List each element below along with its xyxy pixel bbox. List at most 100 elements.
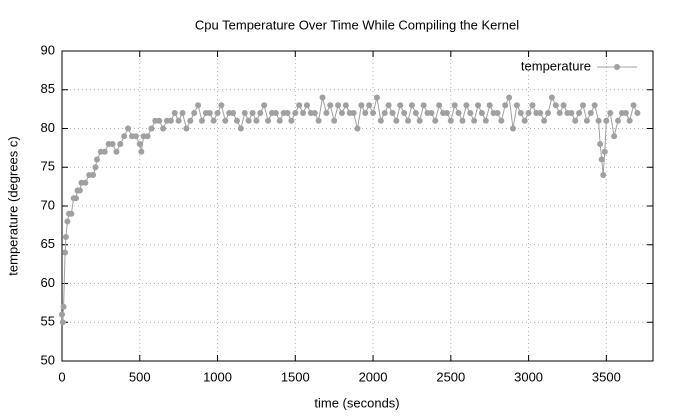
y-tick-label: 55 [41,314,55,329]
data-point [443,110,450,116]
data-point [276,117,283,124]
data-point [576,110,583,116]
data-point [362,110,369,116]
data-point [265,117,272,124]
data-point [319,94,326,101]
data-point [179,110,186,116]
chart-title: Cpu Temperature Over Time While Compilin… [195,17,519,32]
data-point [401,110,408,116]
data-point [354,125,361,132]
x-tick-label: 2500 [436,369,465,384]
data-point [331,117,338,124]
data-point [478,110,485,116]
data-point [529,102,536,109]
data-point [626,117,633,124]
data-point [300,110,307,116]
data-point [397,102,404,109]
data-point [370,110,377,116]
data-point [68,210,75,217]
data-point [600,172,607,178]
data-point [580,102,587,109]
y-tick-label: 75 [41,159,55,174]
x-tick-label: 2000 [359,369,388,384]
data-point [510,125,517,132]
data-point [615,117,622,124]
data-point [272,110,279,116]
data-point [525,110,532,116]
data-point [611,133,618,140]
data-point [552,102,559,109]
data-point [113,148,120,155]
data-point [191,110,198,116]
data-point [323,110,330,116]
data-point [634,110,641,116]
data-point [428,110,435,116]
data-point [206,110,213,116]
data-point [598,156,605,163]
data-point [335,102,342,109]
y-tick-label: 80 [41,120,55,135]
data-point [93,156,100,163]
data-point [595,117,602,124]
data-point [121,133,128,140]
data-point [101,148,108,155]
data-point [601,148,608,155]
y-tick-label: 85 [41,81,55,96]
data-point [303,102,310,109]
data-point [366,102,373,109]
data-point [261,102,268,109]
data-point [62,249,69,256]
data-point [622,110,629,116]
data-point [249,110,256,116]
data-point [72,195,79,202]
data-point [405,117,412,124]
data-point [350,110,357,116]
data-point [517,110,524,116]
data-point [76,187,83,194]
data-point [187,117,194,124]
data-point [630,102,637,109]
data-point [214,110,221,116]
data-point [233,117,240,124]
data-point [447,117,454,124]
data-point [482,117,489,124]
data-point [136,141,143,147]
data-point [62,234,69,240]
data-point [338,110,345,116]
legend-marker [614,64,620,70]
y-tick-label: 60 [41,275,55,290]
data-point [408,102,415,109]
data-point [198,117,205,124]
data-point [556,110,563,116]
y-tick-label: 70 [41,197,55,212]
data-point [513,102,520,109]
data-point [412,110,419,116]
data-point [284,110,291,116]
data-point [463,102,470,109]
data-point [607,110,614,116]
data-point [253,117,260,124]
x-tick-label: 0 [58,369,65,384]
data-point [315,117,322,124]
data-point [451,102,458,109]
data-point [393,117,400,124]
data-point [541,117,548,124]
data-point [537,110,544,116]
data-point [377,117,384,124]
data-point [64,218,71,225]
data-point [241,110,248,116]
data-point [160,125,167,132]
data-point [591,102,598,109]
data-point [521,117,528,124]
data-point [175,117,182,124]
data-point [117,141,124,147]
data-point [459,117,466,124]
data-point [183,125,190,132]
data-point [327,102,334,109]
data-point [230,110,237,116]
data-point [471,117,478,124]
data-point [373,94,380,101]
data-point [222,117,229,124]
data-point [506,94,513,101]
